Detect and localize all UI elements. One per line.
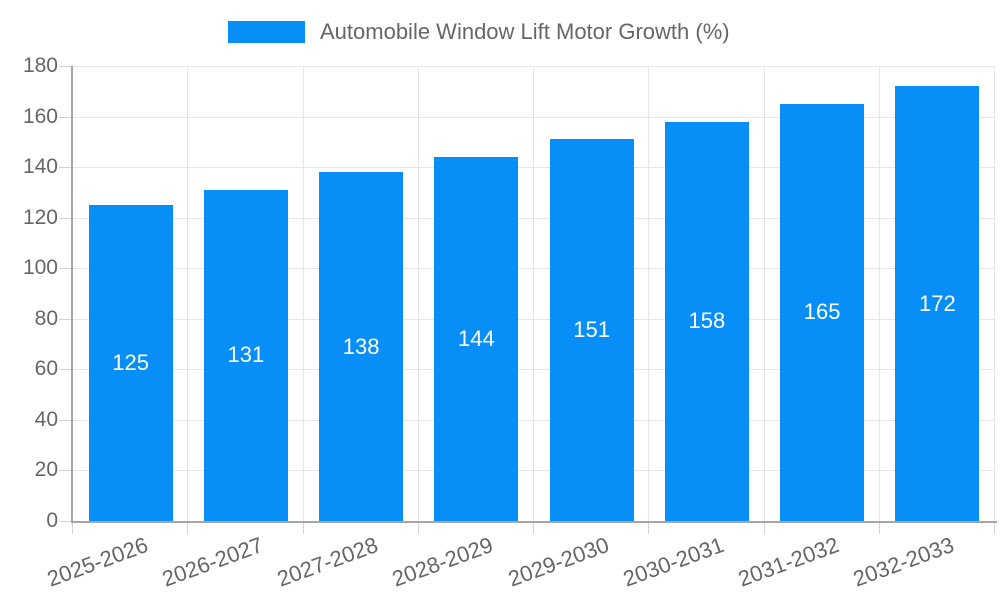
x-axis-tick — [72, 523, 73, 534]
gridline-x — [878, 66, 880, 521]
gridline-y — [73, 217, 995, 219]
bar-value-label: 165 — [803, 299, 841, 325]
gridline-y — [73, 66, 995, 67]
x-axis-tick — [533, 523, 534, 534]
bar[interactable] — [319, 172, 404, 521]
x-axis-tick — [878, 523, 880, 534]
x-axis-tick — [763, 523, 765, 534]
gridline-y — [73, 268, 995, 270]
gridline-x — [533, 66, 534, 521]
y-axis-tick-label: 100 — [22, 256, 58, 280]
x-axis-tick — [417, 523, 419, 534]
gridline-y — [73, 167, 995, 169]
legend-swatch[interactable] — [228, 21, 305, 43]
plot-area: 0 20 40 60 80 100 120 140 160 180 125 2025-2026 131 2… — [23, 54, 997, 592]
y-axis-tick — [59, 268, 71, 270]
y-axis-tick — [59, 318, 71, 320]
y-axis-tick — [59, 521, 71, 522]
y-axis-tick-label: 140 — [22, 155, 58, 179]
gridline-x — [994, 66, 995, 521]
y-axis-tick — [59, 470, 71, 472]
y-axis-tick-label: 40 — [34, 407, 58, 431]
legend[interactable]: Automobile Window Lift Motor Growth (%) — [228, 21, 730, 43]
gridline-y — [73, 470, 995, 472]
y-axis-tick — [59, 419, 71, 421]
bar[interactable] — [434, 157, 519, 521]
y-axis-tick — [59, 116, 71, 118]
bar-value-label: 158 — [688, 308, 726, 334]
bar-value-label: 125 — [112, 350, 149, 375]
bar-value-label: 151 — [573, 317, 610, 343]
gridline-y — [73, 419, 995, 421]
gridline-x — [763, 66, 765, 521]
y-axis-tick-label: 0 — [46, 509, 58, 532]
gridline-y — [73, 116, 995, 118]
y-axis-tick — [59, 369, 71, 371]
bar[interactable] — [88, 205, 173, 521]
x-axis-tick — [994, 523, 995, 534]
x-axis-line — [71, 521, 997, 523]
y-axis-tick-label: 80 — [34, 306, 58, 330]
gridline-y — [73, 369, 995, 371]
gridline-x — [648, 66, 650, 521]
gridline-x — [417, 66, 419, 521]
gridline-y — [73, 318, 995, 320]
x-axis-tick — [187, 523, 189, 534]
gridline-x — [302, 66, 304, 521]
bar-value-label: 138 — [342, 333, 380, 359]
y-axis-tick-label: 60 — [34, 357, 58, 381]
bar-value-label: 172 — [919, 290, 956, 316]
bar[interactable] — [780, 103, 865, 521]
legend-label: Automobile Window Lift Motor Growth (%) — [320, 19, 730, 44]
y-axis-tick-label: 180 — [22, 54, 58, 77]
x-axis-tick — [302, 523, 304, 534]
x-axis-tick — [648, 523, 650, 534]
bar-value-label: 131 — [227, 342, 265, 368]
bar-value-label: 144 — [458, 326, 495, 351]
y-axis-tick-label: 20 — [34, 458, 58, 482]
bar[interactable] — [549, 139, 634, 521]
y-axis-tick — [59, 217, 71, 219]
y-axis-line — [71, 66, 73, 523]
y-axis-tick — [59, 66, 71, 67]
y-axis-tick-label: 120 — [22, 205, 58, 229]
gridline-x — [187, 66, 189, 521]
bar[interactable] — [895, 86, 980, 521]
y-axis-tick — [59, 167, 71, 169]
bar[interactable] — [203, 189, 288, 521]
bar[interactable] — [664, 121, 749, 521]
y-axis-tick-label: 160 — [22, 104, 58, 128]
